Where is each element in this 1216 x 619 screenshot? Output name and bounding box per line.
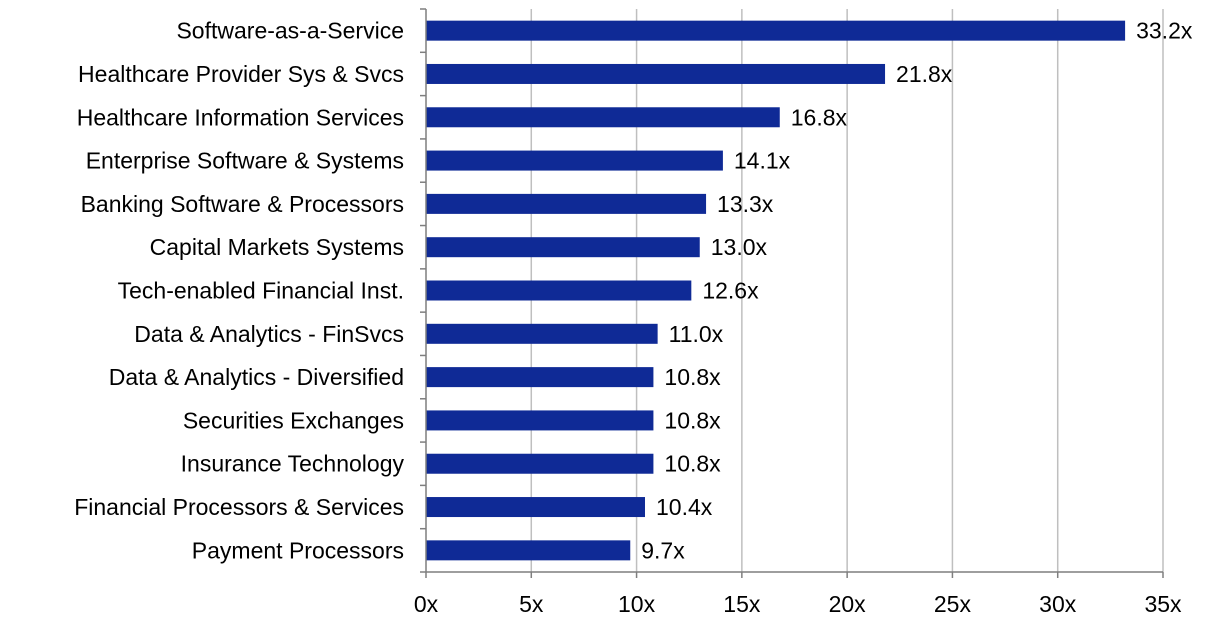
category-label: Capital Markets Systems bbox=[150, 234, 404, 260]
category-label: Data & Analytics - FinSvcs bbox=[134, 321, 404, 347]
bar bbox=[426, 323, 658, 344]
data-label: 10.8x bbox=[664, 451, 721, 477]
x-tick-label: 25x bbox=[934, 591, 972, 617]
category-label: Software-as-a-Service bbox=[176, 18, 404, 44]
category-label: Insurance Technology bbox=[181, 451, 405, 477]
x-tick-label: 15x bbox=[723, 591, 761, 617]
bar bbox=[426, 280, 692, 301]
category-label: Enterprise Software & Systems bbox=[86, 148, 404, 174]
category-label: Payment Processors bbox=[192, 537, 404, 563]
bar bbox=[426, 367, 654, 388]
x-tick-label: 0x bbox=[414, 591, 439, 617]
bar bbox=[426, 150, 723, 171]
data-label: 12.6x bbox=[702, 278, 759, 304]
x-tick-label: 30x bbox=[1039, 591, 1077, 617]
data-label: 13.3x bbox=[717, 191, 774, 217]
data-label: 10.8x bbox=[664, 364, 721, 390]
labels: 0x 5x 10x 15x 20x 25x 30x 35x Software-as-a-Serv… bbox=[74, 18, 1193, 617]
bar bbox=[426, 453, 654, 474]
data-label: 21.8x bbox=[896, 61, 953, 87]
bar bbox=[426, 540, 631, 561]
bar bbox=[426, 193, 707, 214]
category-label: Healthcare Provider Sys & Svcs bbox=[78, 61, 404, 87]
data-label: 10.8x bbox=[664, 407, 721, 433]
bar bbox=[426, 63, 886, 84]
bar bbox=[426, 107, 780, 128]
data-label: 33.2x bbox=[1136, 18, 1193, 44]
data-label: 16.8x bbox=[791, 104, 848, 130]
category-label: Securities Exchanges bbox=[183, 407, 404, 433]
axes bbox=[420, 8, 1164, 578]
data-label: 14.1x bbox=[734, 148, 791, 174]
bars bbox=[426, 20, 1126, 561]
bar bbox=[426, 20, 1126, 41]
bar bbox=[426, 410, 654, 431]
grid-lines bbox=[530, 9, 1164, 572]
x-tick-label: 5x bbox=[519, 591, 544, 617]
data-label: 11.0x bbox=[669, 321, 724, 347]
category-label: Financial Processors & Services bbox=[74, 494, 404, 520]
category-label: Tech-enabled Financial Inst. bbox=[118, 278, 404, 304]
category-label: Data & Analytics - Diversified bbox=[109, 364, 404, 390]
data-label: 13.0x bbox=[711, 234, 768, 260]
category-label: Banking Software & Processors bbox=[81, 191, 404, 217]
x-tick-label: 35x bbox=[1144, 591, 1182, 617]
category-label: Healthcare Information Services bbox=[77, 104, 404, 130]
x-tick-label: 10x bbox=[618, 591, 656, 617]
bar bbox=[426, 497, 645, 518]
x-tick-label: 20x bbox=[829, 591, 867, 617]
data-label: 10.4x bbox=[656, 494, 713, 520]
data-label: 9.7x bbox=[641, 537, 685, 563]
bar bbox=[426, 237, 700, 258]
